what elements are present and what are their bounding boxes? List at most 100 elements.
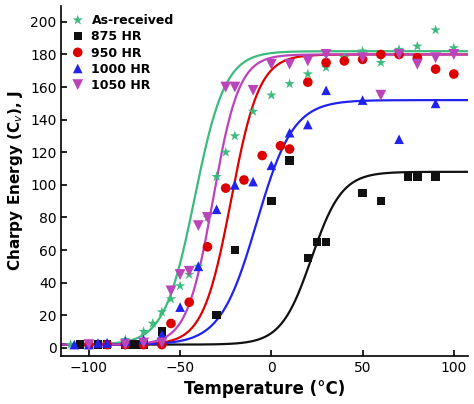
875 HR <box>85 341 92 348</box>
1000 HR <box>286 129 293 136</box>
1000 HR <box>158 332 165 338</box>
950 HR <box>103 341 111 348</box>
950 HR <box>158 341 165 348</box>
875 HR <box>76 341 83 348</box>
1000 HR <box>176 304 184 310</box>
950 HR <box>167 320 175 327</box>
1000 HR <box>359 97 366 103</box>
950 HR <box>359 56 366 63</box>
As-received <box>322 64 330 71</box>
1050 HR <box>140 340 147 346</box>
1000 HR <box>85 341 92 348</box>
875 HR <box>103 341 111 348</box>
950 HR <box>322 59 330 66</box>
875 HR <box>313 239 321 245</box>
1050 HR <box>450 51 457 58</box>
1050 HR <box>322 51 330 58</box>
As-received <box>395 46 403 53</box>
875 HR <box>121 341 129 348</box>
1050 HR <box>267 61 275 67</box>
1050 HR <box>167 288 175 294</box>
As-received <box>450 45 457 51</box>
As-received <box>67 341 74 348</box>
950 HR <box>140 341 147 348</box>
As-received <box>222 149 229 156</box>
1000 HR <box>395 136 403 143</box>
As-received <box>194 263 202 269</box>
875 HR <box>322 239 330 245</box>
1000 HR <box>140 337 147 343</box>
950 HR <box>286 146 293 152</box>
1000 HR <box>249 179 257 185</box>
875 HR <box>158 328 165 335</box>
As-received <box>185 271 193 278</box>
875 HR <box>231 247 238 253</box>
As-received <box>167 296 175 302</box>
As-received <box>231 133 238 139</box>
As-received <box>158 309 165 315</box>
875 HR <box>131 341 138 348</box>
950 HR <box>413 55 421 61</box>
1000 HR <box>121 338 129 345</box>
875 HR <box>94 341 102 348</box>
950 HR <box>450 71 457 77</box>
As-received <box>359 48 366 55</box>
950 HR <box>185 299 193 305</box>
1000 HR <box>194 263 202 269</box>
1050 HR <box>194 222 202 229</box>
950 HR <box>304 79 311 85</box>
1000 HR <box>432 100 439 107</box>
875 HR <box>413 173 421 180</box>
875 HR <box>286 157 293 164</box>
875 HR <box>267 198 275 204</box>
875 HR <box>359 190 366 196</box>
As-received <box>432 27 439 33</box>
As-received <box>103 340 111 346</box>
1050 HR <box>204 214 211 221</box>
As-received <box>286 80 293 87</box>
1050 HR <box>158 340 165 346</box>
1050 HR <box>249 87 257 94</box>
As-received <box>249 108 257 115</box>
1000 HR <box>71 341 78 348</box>
1050 HR <box>85 341 92 348</box>
1000 HR <box>322 87 330 94</box>
As-received <box>340 55 348 61</box>
875 HR <box>304 255 311 261</box>
1000 HR <box>94 340 102 346</box>
1000 HR <box>213 206 220 213</box>
1050 HR <box>176 271 184 278</box>
950 HR <box>204 244 211 250</box>
1050 HR <box>395 51 403 58</box>
950 HR <box>121 341 129 348</box>
1050 HR <box>185 268 193 274</box>
As-received <box>304 71 311 77</box>
950 HR <box>432 66 439 72</box>
X-axis label: Temperature (°C): Temperature (°C) <box>184 381 346 398</box>
1000 HR <box>304 121 311 128</box>
As-received <box>121 337 129 343</box>
1000 HR <box>103 340 111 346</box>
1000 HR <box>267 162 275 168</box>
1050 HR <box>121 341 129 348</box>
1050 HR <box>413 61 421 67</box>
As-received <box>140 328 147 335</box>
950 HR <box>258 152 266 159</box>
As-received <box>176 283 184 289</box>
As-received <box>85 341 92 348</box>
875 HR <box>404 173 412 180</box>
As-received <box>267 92 275 99</box>
1050 HR <box>359 55 366 61</box>
875 HR <box>213 312 220 318</box>
875 HR <box>432 173 439 180</box>
950 HR <box>222 185 229 191</box>
950 HR <box>277 143 284 149</box>
1050 HR <box>377 92 384 99</box>
950 HR <box>377 51 384 58</box>
950 HR <box>240 177 248 183</box>
875 HR <box>377 198 384 204</box>
875 HR <box>140 341 147 348</box>
Y-axis label: Charpy Energy (C$_v$), J: Charpy Energy (C$_v$), J <box>6 90 25 271</box>
1050 HR <box>222 84 229 90</box>
As-received <box>413 43 421 50</box>
